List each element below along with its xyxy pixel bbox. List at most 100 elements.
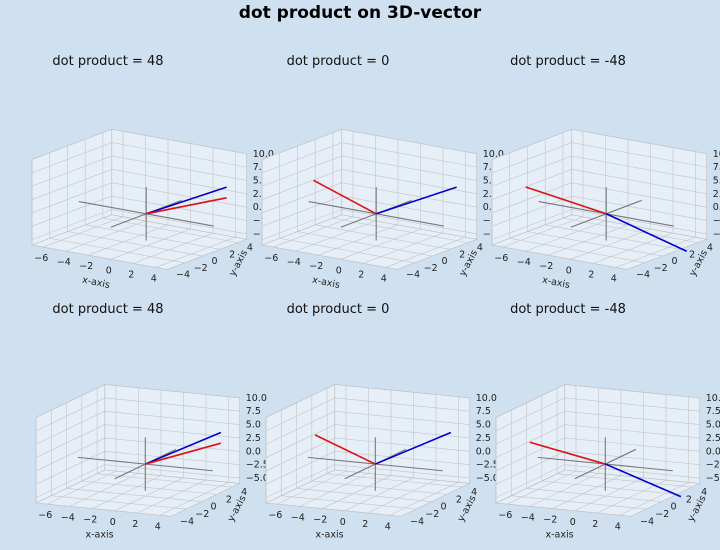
grid-line (261, 169, 477, 200)
z-tick-label: 0.0 (253, 202, 268, 213)
chart-title: dot product = 48 (52, 54, 164, 69)
x-tick-label: −2 (83, 515, 97, 526)
z-tick-label: 0.0 (706, 446, 720, 457)
x-tick-label: −4 (517, 257, 531, 268)
grid-line (265, 384, 470, 418)
red-vector (145, 442, 222, 465)
y-tick-label: 2 (689, 249, 695, 260)
grid-line (110, 143, 191, 260)
x-tick-label: −6 (38, 510, 52, 521)
y-tick-label: 4 (241, 487, 247, 498)
grid-line (529, 387, 599, 507)
y-tick-label: 0 (671, 256, 677, 267)
z-tick-label: 10.0 (253, 149, 274, 160)
chart-plot: −6−4−2024−4−202410.07.55.02.50.0−2.5−5.0… (30, 128, 297, 291)
chart-plot: −6−4−2024−4−202410.07.55.02.50.0−2.5−5.0… (490, 128, 720, 291)
red-vector (525, 186, 607, 215)
y-tick-label: −4 (636, 270, 650, 281)
y-tick-label: −4 (176, 270, 190, 281)
grid-line (340, 143, 421, 260)
chart-panel: dot product = 48 −6 −4 −2 0 2 4 −4 −2 0 2 4 10.0 7.5… (10, 54, 297, 300)
grid-line (495, 424, 700, 458)
y-tick-label: −2 (194, 263, 208, 274)
z-tick-label: 10.0 (246, 393, 267, 404)
grid-line (326, 388, 463, 488)
grid-line (280, 410, 417, 510)
x-axis-label: x-axis (85, 530, 113, 541)
grid-line (510, 410, 647, 510)
grid-line (363, 147, 444, 264)
z-tick-label: −2.5 (246, 460, 269, 471)
grid-line (265, 410, 470, 445)
grid-line (491, 155, 707, 187)
grid-line (67, 146, 203, 257)
grid-line (344, 392, 414, 512)
grid-line (503, 131, 584, 248)
y-tick-label: 0 (441, 256, 447, 267)
grid-line (265, 417, 402, 517)
z-tick-label: 2.5 (706, 433, 720, 444)
grid-line (544, 139, 681, 250)
grid-line (31, 209, 247, 240)
chart-title: dot product = 48 (52, 302, 164, 317)
grid-line (322, 390, 392, 509)
grid-line (491, 128, 707, 160)
z-tick-label: 7.5 (483, 162, 498, 173)
z-tick-label: 0.0 (483, 202, 498, 213)
y-tick-label: 4 (707, 243, 713, 254)
x-tick-label: 4 (611, 273, 617, 284)
y-tick-label: 2 (229, 249, 235, 260)
grid-line (69, 387, 139, 507)
x-tick-label: 0 (336, 265, 342, 276)
blue-vector (375, 186, 457, 215)
grid-line (155, 151, 236, 268)
grid-line (35, 450, 240, 485)
z-tick-label: 7.5 (713, 162, 720, 173)
y-tick-label: 4 (247, 243, 253, 254)
y-tick-label: 2 (456, 494, 462, 505)
grid-line (31, 195, 247, 227)
grid-line (495, 397, 700, 432)
grid-line (35, 424, 240, 458)
grid-line (50, 410, 187, 510)
x-tick-label: −6 (494, 253, 508, 264)
y-tick-label: 2 (686, 494, 692, 505)
blue-vector (374, 431, 452, 465)
z-tick-label: −2.5 (713, 216, 720, 227)
z-tick-label: 0.0 (246, 446, 261, 457)
grid-line (495, 417, 632, 517)
grid-line (574, 392, 644, 512)
grid-line (367, 394, 437, 514)
x-tick-label: −6 (498, 510, 512, 521)
z-tick-label: 5.0 (253, 175, 268, 186)
grid-line (43, 131, 124, 248)
x-tick-label: −4 (291, 512, 305, 523)
x-tick-label: −2 (313, 515, 327, 526)
grid-line (299, 387, 369, 507)
z-tick-label: 2.5 (476, 433, 491, 444)
y-tick-label: −4 (410, 516, 424, 527)
y-tick-label: 0 (671, 502, 677, 513)
y-tick-label: −2 (654, 263, 668, 274)
red-vector (529, 441, 606, 465)
grid-line (495, 450, 700, 485)
blue-vector (605, 213, 687, 252)
blue-vector (145, 186, 227, 215)
grid-line (35, 384, 240, 418)
x-tick-label: −2 (539, 261, 553, 272)
chart-plot: −6−4−2024−4−202410.07.55.02.50.0−2.5−5.0… (494, 384, 720, 541)
z-tick-label: 5.0 (483, 175, 498, 186)
chart-panel: dot product = 0 −6 −4 −2 0 2 4 −4 −2 0 2 4 10.0 7.5 5… (240, 54, 527, 300)
chart-plot: −6−4−2024−4−202410.07.55.02.50.0−2.5−5.0… (260, 128, 527, 291)
grid-line (265, 437, 470, 472)
y-tick-label: −2 (425, 509, 439, 520)
grid-line (137, 394, 207, 514)
x-tick-label: 2 (128, 269, 134, 280)
grid-line (507, 385, 577, 505)
x-tick-label: 0 (570, 517, 576, 528)
x-tick-label: 4 (155, 521, 161, 532)
x-tick-label: 0 (106, 265, 112, 276)
grid-line (265, 450, 470, 485)
grid-line (277, 385, 347, 505)
